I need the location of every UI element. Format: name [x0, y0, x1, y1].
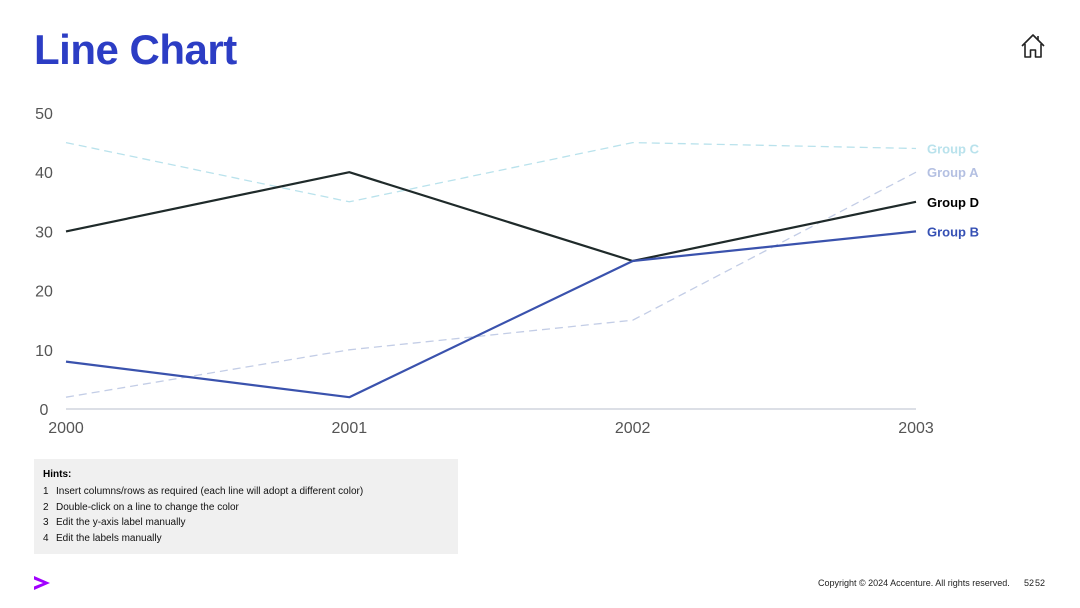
x-tick-label: 2000 [48, 420, 84, 437]
hint-item: 2 Double-click on a line to change the co… [43, 500, 458, 516]
series-label-group-d: Group D [927, 195, 979, 210]
x-tick-label: 2001 [332, 420, 368, 437]
hint-number: 4 [43, 532, 49, 544]
hint-number: 1 [43, 486, 49, 497]
hint-number: 3 [43, 517, 49, 528]
y-tick-label: 30 [35, 224, 53, 241]
series-line-group-c [65, 141, 917, 203]
line-chart: 0 10 20 30 40 50 2000 2001 2002 2003 Group C Group … [35, 106, 980, 437]
home-icon[interactable] [1019, 32, 1047, 60]
series-line-group-a [65, 171, 917, 398]
hints-title: Hints: [43, 469, 72, 480]
hints-box: Hints: 1 Insert columns/rows as required … [34, 459, 458, 554]
series-label-group-b: Group B [927, 224, 979, 239]
hint-number: 2 [43, 501, 49, 513]
y-tick-label: 0 [40, 402, 49, 419]
y-tick-label: 50 [35, 106, 53, 123]
series-line-group-d [65, 171, 917, 263]
hint-text: Edit the y-axis label manually [56, 517, 186, 528]
y-tick-label: 20 [35, 284, 53, 301]
hint-item: 4 Edit the labels manually [43, 531, 458, 547]
hint-text: Insert columns/rows as required (each li… [56, 486, 364, 497]
hint-item: 1 Insert columns/rows as required (each l… [43, 484, 458, 500]
hint-text: Double-click on a line to change the col… [56, 501, 239, 513]
accenture-chevron-icon [34, 576, 50, 590]
copyright-text: Copyright © 2024 Accenture. All rights r… [818, 578, 1010, 588]
series-label-group-c: Group C [927, 142, 980, 157]
hint-item: 3 Edit the y-axis label manually [43, 515, 458, 531]
page-title: Line Chart [34, 26, 237, 73]
series-label-group-a: Group A [927, 165, 979, 180]
page-number: 52 [1024, 578, 1035, 588]
x-tick-label: 2003 [898, 420, 934, 437]
hint-text: Edit the labels manually [56, 532, 162, 544]
series-line-group-b [65, 230, 917, 399]
page-number-secondary: 52 [1035, 578, 1046, 588]
x-tick-label: 2002 [615, 420, 651, 437]
y-tick-label: 40 [35, 165, 53, 182]
y-tick-label: 10 [35, 343, 53, 360]
